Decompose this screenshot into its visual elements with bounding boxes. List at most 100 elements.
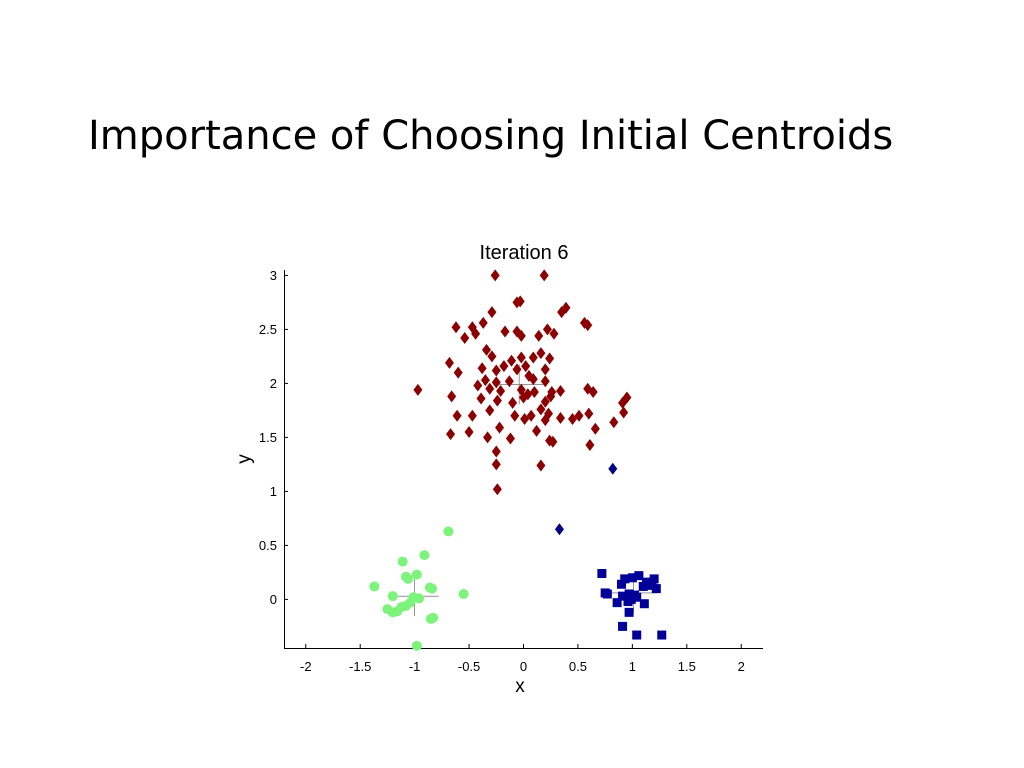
square-point — [612, 598, 622, 608]
diamond-point — [583, 319, 593, 332]
square-point — [638, 581, 648, 591]
diamond-point — [505, 432, 515, 445]
diamond-point — [483, 431, 493, 444]
diamond-point — [491, 458, 501, 471]
square-point — [602, 589, 612, 599]
diamond-point — [574, 409, 584, 422]
diamond-point — [516, 351, 526, 364]
diamond-point — [485, 382, 495, 395]
diamond-point — [453, 366, 463, 379]
diamond-point — [515, 295, 525, 308]
diamond-point — [499, 360, 509, 373]
diamond-point — [446, 428, 456, 441]
diamond-point — [536, 403, 546, 416]
diamond-point — [480, 374, 490, 387]
diamond-point — [491, 376, 501, 389]
diamond-point — [534, 329, 544, 342]
x-tick-label: 0 — [520, 659, 527, 674]
square-point — [657, 630, 667, 640]
x-tick-label: -0.5 — [458, 659, 480, 674]
y-tick-label: 3 — [270, 268, 277, 283]
circle-point — [403, 573, 414, 584]
y-tick-label: 1.5 — [259, 430, 277, 445]
diamond-point — [487, 306, 497, 319]
x-tick-label: 0.5 — [569, 659, 587, 674]
diamond-point — [609, 416, 619, 429]
diamond-point — [521, 360, 531, 373]
diamond-point — [556, 411, 566, 424]
diamond-point — [512, 363, 522, 376]
circle-point — [397, 556, 408, 567]
data-points — [369, 269, 667, 651]
circle-point — [419, 550, 430, 561]
diamond-point — [528, 351, 538, 364]
diamond-point — [536, 347, 546, 360]
diamond-point — [619, 406, 629, 419]
y-axis-label: y — [234, 454, 255, 464]
y-tick-label: 2 — [270, 376, 277, 391]
square-point — [624, 589, 634, 599]
diamond-point — [542, 323, 552, 336]
square-point — [632, 592, 642, 602]
square-point — [634, 571, 644, 581]
diamond-point — [413, 383, 423, 396]
circle-point — [411, 569, 422, 580]
diamond-point — [492, 394, 502, 407]
circle-point — [413, 593, 424, 604]
circle-point — [411, 640, 422, 651]
diamond-point — [477, 362, 487, 375]
diamond-point — [549, 327, 559, 340]
diamond-point — [447, 390, 457, 403]
x-tick-label: 1.5 — [678, 659, 696, 674]
diamond-point — [491, 364, 501, 377]
diamond-point — [539, 269, 549, 282]
circle-point — [458, 589, 469, 599]
diamond-point — [500, 325, 510, 338]
square-point — [618, 621, 628, 631]
y-tick-label: 0 — [270, 592, 277, 607]
diamond-point — [584, 407, 594, 420]
x-tick-label: -1.5 — [349, 659, 371, 674]
diamond-point — [495, 421, 505, 434]
diamond-point — [510, 409, 520, 422]
x-tick-label: -1 — [409, 659, 421, 674]
diamond-point — [508, 396, 518, 409]
diamond-point — [471, 327, 481, 340]
circle-point — [369, 581, 380, 592]
diamond-point — [452, 409, 462, 422]
diamond-point — [481, 343, 491, 356]
diamond-point — [540, 395, 550, 408]
y-tick-label: 1 — [270, 484, 277, 499]
diamond-point — [548, 435, 558, 448]
x-tick-label: 1 — [629, 659, 636, 674]
diamond-point — [556, 384, 566, 397]
diamond-point — [532, 424, 542, 437]
diamond-point — [476, 392, 486, 405]
diamond-point — [504, 375, 514, 388]
diamond-point — [512, 325, 522, 338]
diamond-point — [487, 350, 497, 363]
square-point — [616, 579, 626, 589]
square-point — [651, 584, 661, 594]
diamond-point — [478, 316, 488, 329]
circle-point — [392, 606, 403, 617]
diamond-point — [540, 375, 550, 388]
diamond-point — [546, 390, 556, 403]
diamond-point — [540, 363, 550, 376]
diamond-point — [529, 386, 539, 399]
diamond-point — [528, 373, 538, 386]
y-tick-label: 2.5 — [259, 322, 277, 337]
square-point — [623, 597, 633, 607]
square-point — [649, 574, 659, 584]
diamond-point — [485, 404, 495, 417]
chart-title: Iteration 6 — [480, 242, 569, 264]
y-tick-label: 0.5 — [259, 538, 277, 553]
square-point — [632, 630, 642, 640]
x-ticks: -2 -1.5 -1 -0.5 0 0.5 1 1.5 2 — [300, 644, 745, 674]
diamond-point — [622, 391, 632, 404]
diamond-point — [473, 379, 483, 392]
diamond-point — [490, 269, 500, 282]
diamond-point — [460, 332, 470, 345]
